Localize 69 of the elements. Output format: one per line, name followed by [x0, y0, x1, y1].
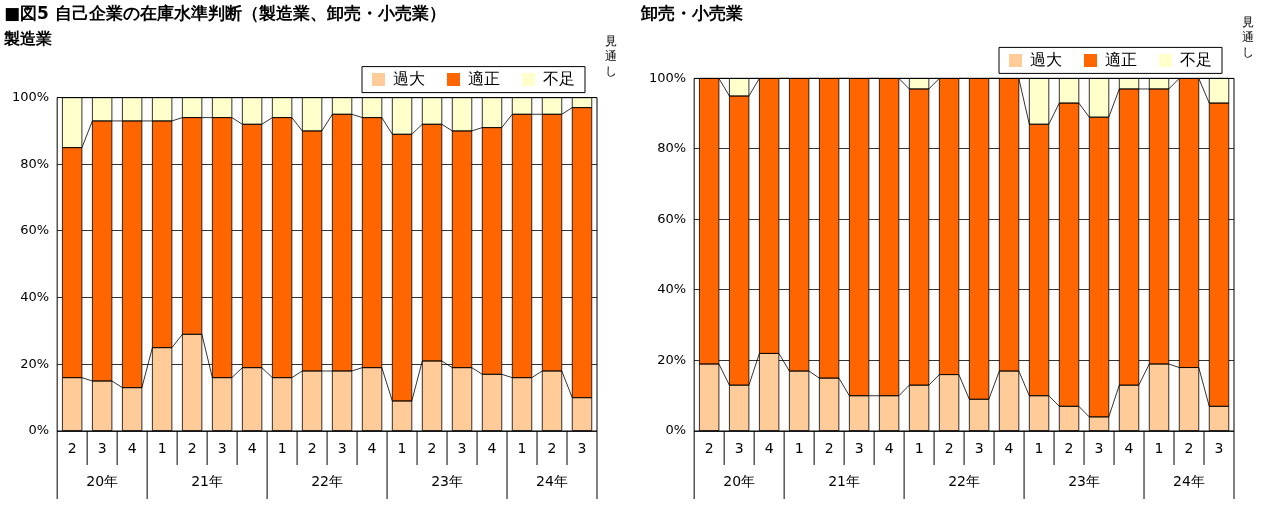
x-tick-label: 3	[217, 440, 227, 457]
x-tick-label: 2	[944, 440, 954, 457]
text: 見通し	[605, 33, 617, 78]
text: 23年	[431, 472, 463, 489]
x-tick-label: 1	[397, 440, 407, 457]
y-tick-label: 20%	[20, 355, 50, 371]
text: 22年	[948, 472, 980, 489]
x-tick-label: 1	[157, 440, 167, 457]
text: 24年	[536, 472, 568, 489]
y-tick-label: 80%	[657, 140, 687, 156]
x-tick-label: 2	[1184, 440, 1194, 457]
y-tick-label: 0%	[665, 422, 687, 438]
x-tick-label: 3	[1214, 440, 1224, 457]
y-tick-label: 60%	[657, 210, 687, 226]
x-tick-label: 3	[734, 440, 744, 457]
legend-label: 過大	[1030, 49, 1062, 69]
x-tick-label: 4	[247, 440, 257, 457]
text: 24年	[1173, 472, 1205, 489]
x-tick-label: 4	[127, 440, 137, 457]
x-tick-label: 2	[307, 440, 317, 457]
y-tick-label: 80%	[20, 155, 50, 171]
x-tick-label: 3	[457, 440, 467, 457]
text: 22年	[311, 472, 343, 489]
x-tick-label: 2	[1064, 440, 1074, 457]
x-tick-label: 3	[577, 440, 587, 457]
y-tick-label: 60%	[20, 222, 50, 238]
legend-label: 不足	[543, 68, 575, 88]
x-tick-label: 1	[1154, 440, 1164, 457]
chart-title: 卸売・小売業	[640, 2, 743, 23]
x-tick-label: 4	[1004, 440, 1014, 457]
x-tick-label: 4	[884, 440, 894, 457]
text: 20年	[723, 472, 756, 489]
y-tick-label: 0%	[28, 422, 50, 438]
y-tick-label: 100%	[11, 88, 50, 104]
x-tick-label: 3	[854, 440, 864, 457]
x-tick-label: 2	[427, 440, 437, 457]
y-tick-label: 40%	[20, 289, 50, 305]
x-tick-label: 4	[367, 440, 377, 457]
legend-label: 適正	[468, 68, 500, 88]
x-tick-label: 3	[337, 440, 347, 457]
y-tick-label: 20%	[657, 351, 687, 367]
x-tick-label: 4	[764, 440, 774, 457]
chart-title: ■図5 自己企業の在庫水準判断（製造業、卸売・小売業）	[4, 2, 446, 23]
x-tick-label: 1	[794, 440, 804, 457]
x-tick-label: 1	[1034, 440, 1044, 457]
x-tick-label: 3	[97, 440, 107, 457]
legend-label: 過大	[393, 68, 425, 88]
x-tick-label: 1	[517, 440, 527, 457]
x-tick-label: 1	[277, 440, 287, 457]
x-tick-label: 4	[487, 440, 497, 457]
x-tick-label: 2	[187, 440, 197, 457]
x-tick-label: 3	[974, 440, 984, 457]
x-tick-label: 1	[914, 440, 924, 457]
x-tick-label: 2	[67, 440, 77, 457]
x-tick-label: 2	[547, 440, 557, 457]
x-tick-label: 3	[1094, 440, 1104, 457]
x-tick-label: 4	[1124, 440, 1134, 457]
text: 見通し	[1242, 14, 1254, 59]
y-tick-label: 40%	[657, 281, 687, 297]
text: 21年	[191, 472, 224, 489]
text: 20年	[86, 472, 119, 489]
legend-label: 不足	[1180, 49, 1212, 69]
text: 23年	[1068, 472, 1100, 489]
x-tick-label: 2	[704, 440, 714, 457]
text: 21年	[828, 472, 861, 489]
x-tick-label: 2	[824, 440, 834, 457]
y-tick-label: 100%	[648, 69, 687, 85]
legend-label: 適正	[1105, 49, 1137, 69]
chart-subtitle: 製造業	[3, 29, 52, 49]
